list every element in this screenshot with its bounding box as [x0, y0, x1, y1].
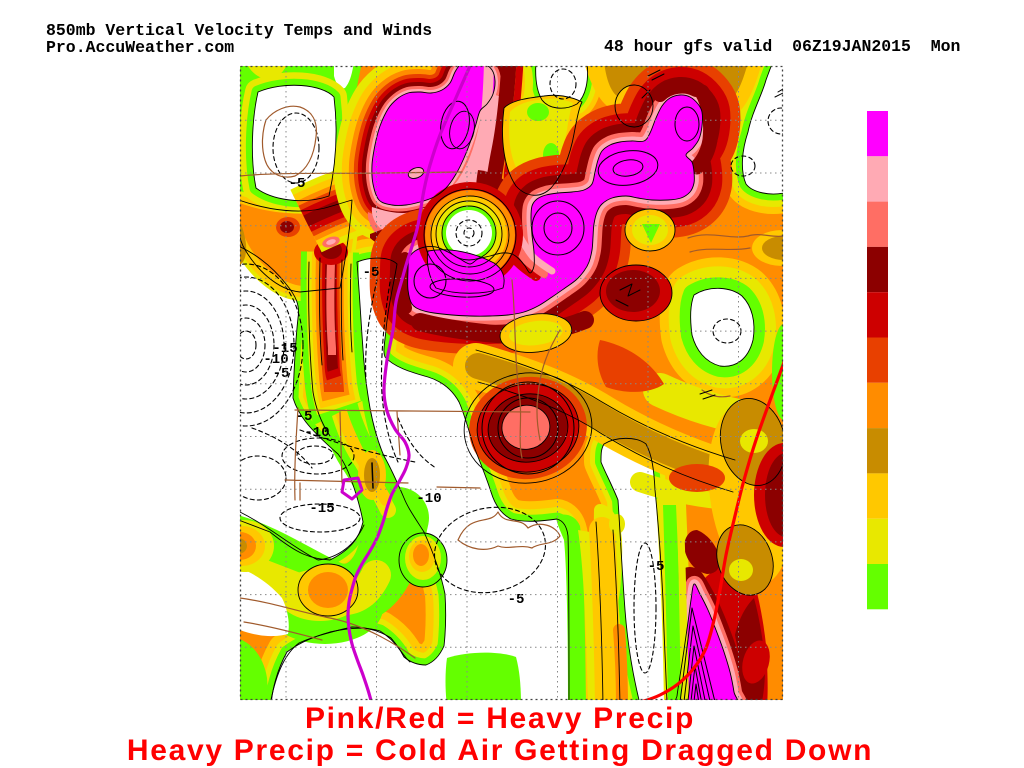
svg-text:-5: -5: [273, 366, 290, 382]
svg-text:-15: -15: [272, 341, 297, 357]
svg-text:-5: -5: [648, 559, 665, 575]
svg-text:-5: -5: [289, 176, 306, 192]
svg-text:-10: -10: [416, 491, 441, 507]
svg-text:-5: -5: [296, 409, 313, 425]
svg-text:-10: -10: [263, 352, 288, 368]
svg-text:-15: -15: [309, 501, 334, 517]
svg-text:-5: -5: [508, 592, 525, 608]
svg-text:-5: -5: [363, 265, 380, 281]
svg-text:-10: -10: [304, 425, 329, 441]
